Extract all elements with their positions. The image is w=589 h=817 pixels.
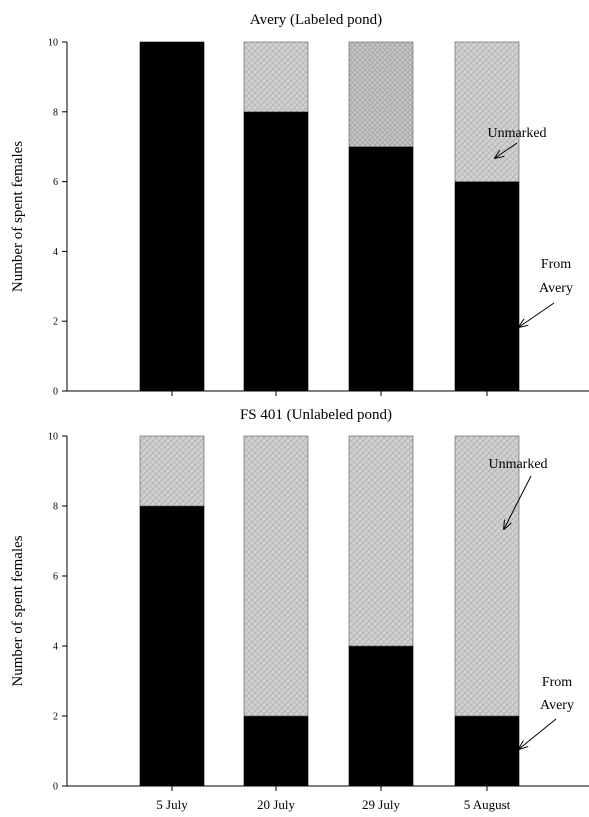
bar-unmarked: [348, 435, 414, 647]
y-tick-label: 6: [53, 572, 58, 583]
y-tick-label: 2: [53, 317, 58, 328]
y-tick-label: 8: [53, 502, 58, 513]
y-tick-label: 10: [48, 38, 58, 49]
y-tick-label: 10: [48, 432, 58, 443]
annotation-arrow-from-avery: [519, 718, 557, 749]
x-tick-label: 20 July: [257, 797, 295, 812]
annotation-arrow-unmarked: [504, 475, 532, 529]
y-tick-label: 0: [53, 782, 58, 793]
y-axis-label: Number of spent females: [10, 535, 26, 686]
bar-unmarked: [454, 435, 520, 717]
bar-unmarked: [139, 435, 205, 507]
x-tick-label: 5 August: [464, 797, 511, 812]
bar-from-avery: [139, 505, 205, 787]
bar-from-avery: [454, 715, 520, 787]
bar-from-avery: [454, 181, 520, 392]
bar-from-avery: [348, 645, 414, 787]
annotation-from-line2: Avery: [539, 281, 573, 296]
bar-from-avery: [243, 111, 309, 392]
bar-unmarked: [243, 41, 309, 113]
y-tick-label: 2: [53, 712, 58, 723]
bar-unmarked: [454, 41, 520, 182]
chart-panel-fs401: FS 401 (Unlabeled pond) Number of spent f…: [10, 407, 589, 812]
bar-unmarked: [348, 41, 414, 147]
chart-panel-avery: Avery (Labeled pond) Number of spent fema…: [10, 12, 589, 398]
annotation-unmarked: Unmarked: [487, 126, 546, 141]
y-tick-label: 4: [53, 247, 58, 258]
x-tick-label: 5 July: [156, 797, 188, 812]
y-tick-label: 8: [53, 107, 58, 118]
y-axis-label: Number of spent females: [10, 141, 26, 292]
annotation-arrow-from-avery: [519, 302, 555, 327]
chart-title: Avery (Labeled pond): [250, 12, 382, 28]
annotation-arrow-unmarked: [495, 142, 518, 158]
annotation-from-line1: From: [542, 675, 572, 690]
bar-unmarked: [243, 435, 309, 717]
x-tick-label: 29 July: [362, 797, 400, 812]
annotation-from-line1: From: [541, 257, 571, 272]
annotation-unmarked: Unmarked: [488, 457, 547, 472]
chart-title: FS 401 (Unlabeled pond): [240, 407, 392, 423]
y-tick-label: 6: [53, 177, 58, 188]
annotation-from-line2: Avery: [540, 698, 574, 713]
bar-from-avery: [243, 715, 309, 787]
bar-from-avery: [139, 41, 205, 392]
y-tick-label: 4: [53, 642, 58, 653]
bar-from-avery: [348, 146, 414, 392]
y-tick-label: 0: [53, 387, 58, 398]
